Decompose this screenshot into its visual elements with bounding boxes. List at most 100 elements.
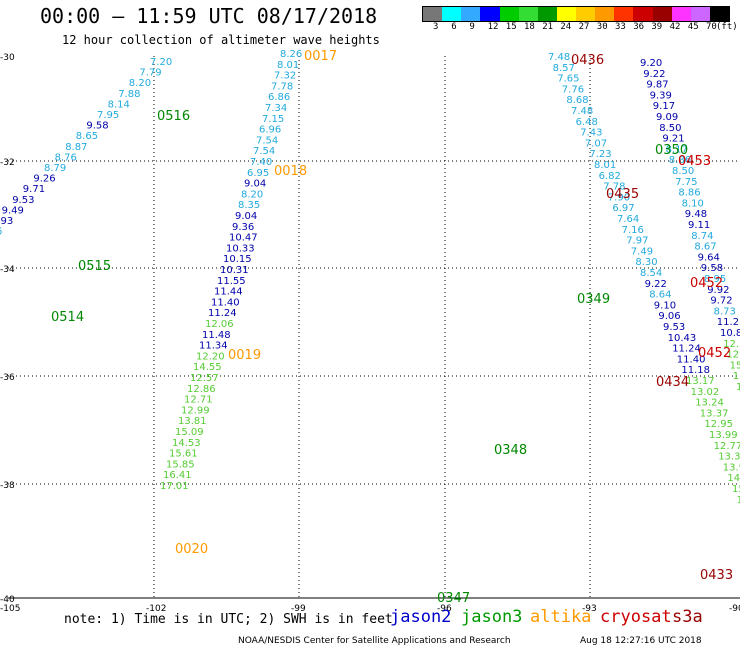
wave-height-value: 11.23 (717, 317, 740, 328)
colorbar-swatch (537, 7, 557, 21)
wave-height-value: 9.09 (656, 112, 678, 123)
wave-height-value: 12.41 (726, 350, 740, 361)
wave-height-value: 12.77 (714, 441, 740, 452)
wave-height-value: 9.48 (685, 209, 707, 220)
lon-tick-label: -102 (146, 604, 166, 614)
wave-height-value: 7.78 (603, 182, 625, 193)
wave-height-value: 7.78 (271, 81, 293, 92)
wave-height-value: 7.65 (557, 74, 579, 85)
map-title: 00:00 – 11:59 UTC 08/17/2018 (40, 4, 378, 28)
wave-height-value: 8.86 (678, 188, 700, 199)
wave-height-value: 14.78 (727, 473, 740, 484)
wave-height-value: 9.39 (650, 90, 672, 101)
colorbar-swatch (461, 7, 481, 21)
wave-height-value: 13.24 (695, 398, 724, 409)
wave-height-value: 8.73 (714, 306, 736, 317)
wave-height-value: 12.95 (704, 419, 733, 430)
wave-height-value: 7.15 (262, 114, 284, 125)
wave-height-value: 7.20 (150, 57, 172, 68)
lat-tick-label: -40 (0, 595, 15, 605)
credit: NOAA/NESDIS Center for Satellite Applica… (238, 636, 511, 646)
colorbar-label: 39 (651, 22, 663, 32)
wave-height-value: 8.14 (108, 99, 130, 110)
wave-height-value: 11.34 (199, 341, 228, 352)
wave-height-value: 8.64 (649, 290, 671, 301)
wave-height-value: 8.20 (129, 78, 151, 89)
wave-height-value: 9.04 (235, 211, 257, 222)
track-time-label: 0515 (78, 259, 111, 274)
wave-height-value: 7.54 (253, 146, 275, 157)
wave-height-value: 13.36 (718, 452, 740, 463)
colorbar-label: 6 (451, 22, 457, 32)
satellite-legend-item: jason3 (461, 607, 523, 627)
wave-height-value: 8.68 (566, 95, 588, 106)
colorbar-swatch (614, 7, 634, 21)
colorbar-swatch (652, 7, 672, 21)
wave-height-value: 8.50 (672, 166, 694, 177)
track-time-label: 0019 (228, 348, 261, 363)
lat-tick-label: -36 (0, 373, 15, 383)
wave-height-value: 7.23 (589, 149, 611, 160)
wave-height-value: 8.74 (691, 231, 713, 242)
wave-height-value: 9.26 (33, 174, 55, 185)
wave-height-value: 9.22 (645, 279, 667, 290)
wave-height-value: 15.30 (730, 360, 740, 371)
colorbar-unit: (ft) (716, 22, 738, 32)
track-time-label: 0452 (690, 276, 723, 291)
wave-height-value: 11.24 (208, 308, 237, 319)
wave-height-value: 9.93 (0, 216, 13, 227)
wave-height-value: 8.10 (682, 198, 704, 209)
colorbar-label: 18 (524, 22, 535, 32)
wave-height-value: 11.44 (214, 287, 243, 298)
wave-height-value: 8.30 (635, 257, 657, 268)
colorbar-label: 45 (687, 22, 699, 32)
wave-height-value: 6.86 (268, 92, 290, 103)
track-time-label: 0452 (698, 346, 731, 361)
wave-height-value: 7.75 (675, 177, 697, 188)
lon-tick-label: -90 (729, 604, 740, 614)
track-time-label: 0020 (175, 542, 208, 557)
colorbar-label: 33 (615, 22, 626, 32)
wave-height-value: 9.58 (701, 263, 723, 274)
colorbar-label: 70 (706, 22, 717, 32)
wave-height-value: 14.55 (193, 362, 222, 373)
satellite-legend-item: s3a (672, 607, 703, 627)
footer-note: note: 1) Time is in UTC; 2) SWH is in fe… (64, 612, 393, 627)
track-time-label: 0348 (494, 443, 527, 458)
wave-height-value: 10.31 (220, 265, 249, 276)
wave-height-value: 9.92 (707, 285, 729, 296)
colorbar-swatch (671, 7, 691, 21)
wave-height-value: 7.64 (617, 214, 639, 225)
wave-height-value: 13.94 (723, 462, 740, 473)
lat-tick-label: -38 (0, 481, 15, 491)
colorbar-label: 42 (669, 22, 681, 32)
wave-height-value: 9.11 (688, 220, 710, 231)
map-subtitle: 12 hour collection of altimeter wave hei… (62, 33, 380, 47)
wave-height-value: 9.49 (2, 205, 24, 216)
wave-height-value: 7.32 (274, 71, 296, 82)
wave-height-value: 9.04 (244, 179, 266, 190)
wave-height-value: 15.85 (166, 459, 195, 470)
wave-height-value: 8.26 (280, 49, 302, 60)
colorbar-swatch (595, 7, 615, 21)
wave-height-value: 7.79 (139, 68, 161, 79)
wave-height-value: 10.81 (720, 328, 740, 339)
wave-height-value: 7.34 (265, 103, 287, 114)
wave-height-value: 6.96 (259, 125, 281, 136)
wave-height-value: 7.88 (118, 89, 140, 100)
track-time-label: 0453 (678, 154, 711, 169)
wave-height-value: 8.57 (553, 63, 575, 74)
lon-tick-label: -96 (437, 604, 452, 614)
colorbar-swatch (442, 7, 462, 21)
wave-height-value: 11.40 (677, 354, 706, 365)
colorbar-label: 24 (560, 22, 572, 32)
lon-tick-label: -105 (0, 604, 20, 614)
colorbar-label: 30 (596, 22, 608, 32)
wave-height-value: 8.20 (241, 189, 263, 200)
wave-height-value: 8.17 (666, 144, 688, 155)
wave-height-value: 12.86 (187, 384, 216, 395)
wave-height-value: 8.01 (594, 160, 616, 171)
wave-height-value: 8.76 (55, 152, 77, 163)
wave-height-value: 13.99 (709, 430, 738, 441)
wave-height-value: 9.72 (710, 296, 732, 307)
